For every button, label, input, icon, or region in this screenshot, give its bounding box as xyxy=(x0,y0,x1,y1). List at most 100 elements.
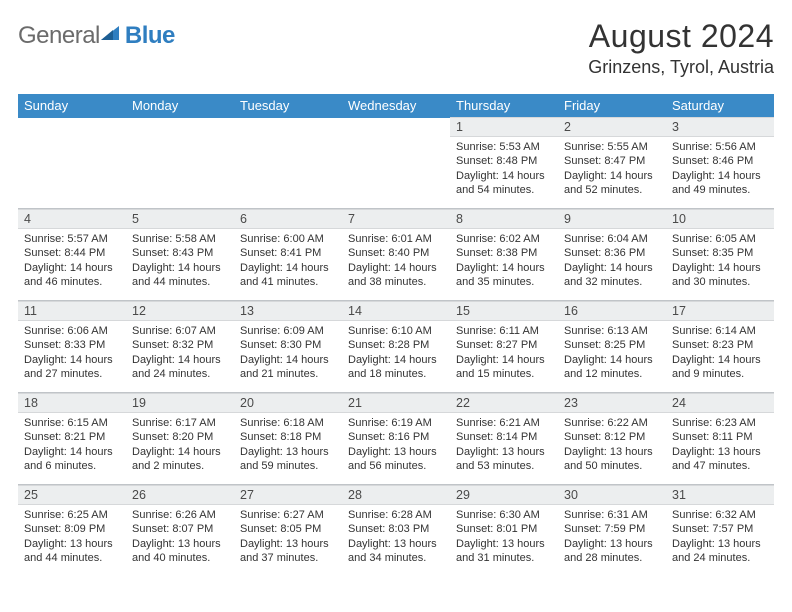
sunset-line: Sunset: 8:41 PM xyxy=(240,246,336,260)
day-cell: Sunrise: 6:17 AMSunset: 8:20 PMDaylight:… xyxy=(126,413,234,485)
sunset-line: Sunset: 8:28 PM xyxy=(348,338,444,352)
day-cell: Sunrise: 6:01 AMSunset: 8:40 PMDaylight:… xyxy=(342,229,450,301)
daylight-line: Daylight: 14 hours and 46 minutes. xyxy=(24,261,120,290)
daylight-line: Daylight: 14 hours and 6 minutes. xyxy=(24,445,120,474)
weekday-header: Saturday xyxy=(666,94,774,118)
sunrise-line: Sunrise: 6:32 AM xyxy=(672,508,768,522)
sunset-line: Sunset: 8:12 PM xyxy=(564,430,660,444)
daylight-line: Daylight: 14 hours and 35 minutes. xyxy=(456,261,552,290)
daylight-line: Daylight: 14 hours and 21 minutes. xyxy=(240,353,336,382)
day-number xyxy=(342,118,450,137)
sunset-line: Sunset: 8:14 PM xyxy=(456,430,552,444)
day-cell: Sunrise: 6:04 AMSunset: 8:36 PMDaylight:… xyxy=(558,229,666,301)
day-number: 31 xyxy=(666,486,774,505)
day-cell: Sunrise: 5:56 AMSunset: 8:46 PMDaylight:… xyxy=(666,137,774,209)
day-number: 21 xyxy=(342,394,450,413)
day-number: 30 xyxy=(558,486,666,505)
daylight-line: Daylight: 13 hours and 50 minutes. xyxy=(564,445,660,474)
day-cell: Sunrise: 6:05 AMSunset: 8:35 PMDaylight:… xyxy=(666,229,774,301)
day-cell xyxy=(234,137,342,209)
day-number: 1 xyxy=(450,118,558,137)
sunset-line: Sunset: 8:48 PM xyxy=(456,154,552,168)
day-cell: Sunrise: 5:55 AMSunset: 8:47 PMDaylight:… xyxy=(558,137,666,209)
daylight-line: Daylight: 13 hours and 47 minutes. xyxy=(672,445,768,474)
sunrise-line: Sunrise: 6:18 AM xyxy=(240,416,336,430)
sunset-line: Sunset: 8:43 PM xyxy=(132,246,228,260)
daylight-line: Daylight: 14 hours and 38 minutes. xyxy=(348,261,444,290)
day-cell: Sunrise: 5:53 AMSunset: 8:48 PMDaylight:… xyxy=(450,137,558,209)
sunrise-line: Sunrise: 6:17 AM xyxy=(132,416,228,430)
day-number: 18 xyxy=(18,394,126,413)
daylight-line: Daylight: 13 hours and 28 minutes. xyxy=(564,537,660,566)
sunrise-line: Sunrise: 6:15 AM xyxy=(24,416,120,430)
sunrise-line: Sunrise: 6:21 AM xyxy=(456,416,552,430)
sunrise-line: Sunrise: 6:13 AM xyxy=(564,324,660,338)
weekday-header: Monday xyxy=(126,94,234,118)
day-number xyxy=(126,118,234,137)
sunrise-line: Sunrise: 6:14 AM xyxy=(672,324,768,338)
daylight-line: Daylight: 14 hours and 44 minutes. xyxy=(132,261,228,290)
day-number: 14 xyxy=(342,302,450,321)
sunrise-line: Sunrise: 6:22 AM xyxy=(564,416,660,430)
day-number: 6 xyxy=(234,210,342,229)
sunrise-line: Sunrise: 6:30 AM xyxy=(456,508,552,522)
day-cell: Sunrise: 6:31 AMSunset: 7:59 PMDaylight:… xyxy=(558,505,666,577)
sunset-line: Sunset: 8:25 PM xyxy=(564,338,660,352)
day-number: 3 xyxy=(666,118,774,137)
weekday-header-row: Sunday Monday Tuesday Wednesday Thursday… xyxy=(18,94,774,118)
day-cell: Sunrise: 6:19 AMSunset: 8:16 PMDaylight:… xyxy=(342,413,450,485)
daylight-line: Daylight: 13 hours and 59 minutes. xyxy=(240,445,336,474)
day-number: 8 xyxy=(450,210,558,229)
day-cell: Sunrise: 6:32 AMSunset: 7:57 PMDaylight:… xyxy=(666,505,774,577)
day-number: 23 xyxy=(558,394,666,413)
daylight-line: Daylight: 14 hours and 32 minutes. xyxy=(564,261,660,290)
day-number: 12 xyxy=(126,302,234,321)
day-content-row: Sunrise: 6:15 AMSunset: 8:21 PMDaylight:… xyxy=(18,413,774,485)
day-content-row: Sunrise: 5:53 AMSunset: 8:48 PMDaylight:… xyxy=(18,137,774,209)
daylight-line: Daylight: 14 hours and 41 minutes. xyxy=(240,261,336,290)
sunset-line: Sunset: 8:21 PM xyxy=(24,430,120,444)
day-cell: Sunrise: 6:30 AMSunset: 8:01 PMDaylight:… xyxy=(450,505,558,577)
day-number: 26 xyxy=(126,486,234,505)
daylight-line: Daylight: 14 hours and 15 minutes. xyxy=(456,353,552,382)
day-cell: Sunrise: 6:26 AMSunset: 8:07 PMDaylight:… xyxy=(126,505,234,577)
calendar-table: Sunday Monday Tuesday Wednesday Thursday… xyxy=(18,94,774,577)
day-cell: Sunrise: 5:57 AMSunset: 8:44 PMDaylight:… xyxy=(18,229,126,301)
daylight-line: Daylight: 14 hours and 2 minutes. xyxy=(132,445,228,474)
weekday-header: Thursday xyxy=(450,94,558,118)
day-cell xyxy=(18,137,126,209)
month-title: August 2024 xyxy=(588,18,774,55)
brand-word-2: Blue xyxy=(125,22,175,50)
day-cell xyxy=(342,137,450,209)
day-cell: Sunrise: 6:25 AMSunset: 8:09 PMDaylight:… xyxy=(18,505,126,577)
brand-logo: General Blue xyxy=(18,22,175,50)
daylight-line: Daylight: 14 hours and 49 minutes. xyxy=(672,169,768,198)
day-number xyxy=(18,118,126,137)
day-number: 13 xyxy=(234,302,342,321)
day-cell: Sunrise: 6:23 AMSunset: 8:11 PMDaylight:… xyxy=(666,413,774,485)
day-cell: Sunrise: 6:14 AMSunset: 8:23 PMDaylight:… xyxy=(666,321,774,393)
day-number-row: 25262728293031 xyxy=(18,486,774,505)
daylight-line: Daylight: 13 hours and 24 minutes. xyxy=(672,537,768,566)
day-number-row: 18192021222324 xyxy=(18,394,774,413)
sunset-line: Sunset: 8:36 PM xyxy=(564,246,660,260)
day-cell: Sunrise: 6:09 AMSunset: 8:30 PMDaylight:… xyxy=(234,321,342,393)
sunset-line: Sunset: 8:09 PM xyxy=(24,522,120,536)
sunset-line: Sunset: 8:20 PM xyxy=(132,430,228,444)
day-cell: Sunrise: 6:15 AMSunset: 8:21 PMDaylight:… xyxy=(18,413,126,485)
weekday-header: Sunday xyxy=(18,94,126,118)
weekday-header: Tuesday xyxy=(234,94,342,118)
sunset-line: Sunset: 8:01 PM xyxy=(456,522,552,536)
sunrise-line: Sunrise: 6:09 AM xyxy=(240,324,336,338)
day-cell: Sunrise: 6:07 AMSunset: 8:32 PMDaylight:… xyxy=(126,321,234,393)
sunrise-line: Sunrise: 6:31 AM xyxy=(564,508,660,522)
sunrise-line: Sunrise: 6:10 AM xyxy=(348,324,444,338)
daylight-line: Daylight: 13 hours and 53 minutes. xyxy=(456,445,552,474)
day-cell: Sunrise: 6:28 AMSunset: 8:03 PMDaylight:… xyxy=(342,505,450,577)
sunrise-line: Sunrise: 6:02 AM xyxy=(456,232,552,246)
daylight-line: Daylight: 14 hours and 30 minutes. xyxy=(672,261,768,290)
day-cell: Sunrise: 6:02 AMSunset: 8:38 PMDaylight:… xyxy=(450,229,558,301)
sunrise-line: Sunrise: 6:28 AM xyxy=(348,508,444,522)
sunset-line: Sunset: 8:38 PM xyxy=(456,246,552,260)
sunset-line: Sunset: 8:47 PM xyxy=(564,154,660,168)
